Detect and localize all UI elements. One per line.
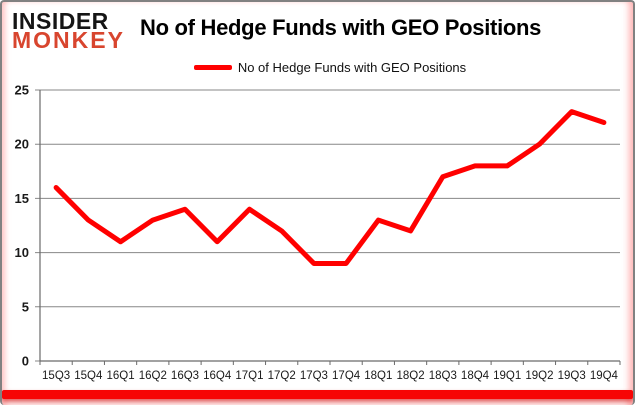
x-axis-label-16Q3: 16Q3: [171, 370, 199, 382]
x-axis-label-17Q1: 17Q1: [235, 370, 263, 382]
legend-line-swatch: [193, 64, 232, 70]
y-axis-label-5: 5: [22, 299, 29, 314]
y-axis-label-10: 10: [15, 245, 29, 260]
logo-word-monkey: MONKEY: [12, 27, 125, 54]
x-axis-label-19Q3: 19Q3: [558, 370, 586, 382]
x-axis-label-19Q4: 19Q4: [590, 370, 619, 382]
x-axis-label-17Q2: 17Q2: [268, 370, 296, 382]
logo-word-insider: INSIDER: [12, 8, 109, 34]
series-line: [53, 109, 607, 266]
x-axis-label-19Q1: 19Q1: [493, 370, 521, 382]
x-axis-label-17Q3: 17Q3: [300, 370, 328, 382]
x-axis-label-16Q4: 16Q4: [203, 370, 232, 382]
x-axis-label-18Q2: 18Q2: [396, 370, 424, 382]
x-axis-label-18Q1: 18Q1: [364, 370, 392, 382]
y-axis-label-25: 25: [15, 83, 29, 98]
legend-series-label: No of Hedge Funds with GEO Positions: [237, 59, 467, 75]
y-axis-label-15: 15: [15, 191, 29, 206]
x-axis-label-18Q3: 18Q3: [429, 370, 457, 382]
x-axis-label-17Q4: 17Q4: [332, 370, 361, 382]
chart-title: No of Hedge Funds with GEO Positions: [140, 15, 542, 40]
x-axis-label-15Q3: 15Q3: [42, 370, 70, 382]
chart-legend: No of Hedge Funds with GEO Positions: [40, 58, 620, 76]
insider-monkey-logo: INSIDER MONKEY: [12, 8, 125, 54]
x-axis-label-16Q1: 16Q1: [106, 370, 134, 382]
x-axis-label-18Q4: 18Q4: [461, 370, 490, 382]
x-axis-label-16Q2: 16Q2: [139, 370, 167, 382]
bottom-red-bar: [2, 390, 633, 399]
x-axis-label-15Q4: 15Q4: [74, 370, 103, 382]
y-axis-label-20: 20: [15, 137, 29, 152]
y-axis-label-0: 0: [22, 354, 29, 369]
x-axis-label-19Q2: 19Q2: [525, 370, 553, 382]
